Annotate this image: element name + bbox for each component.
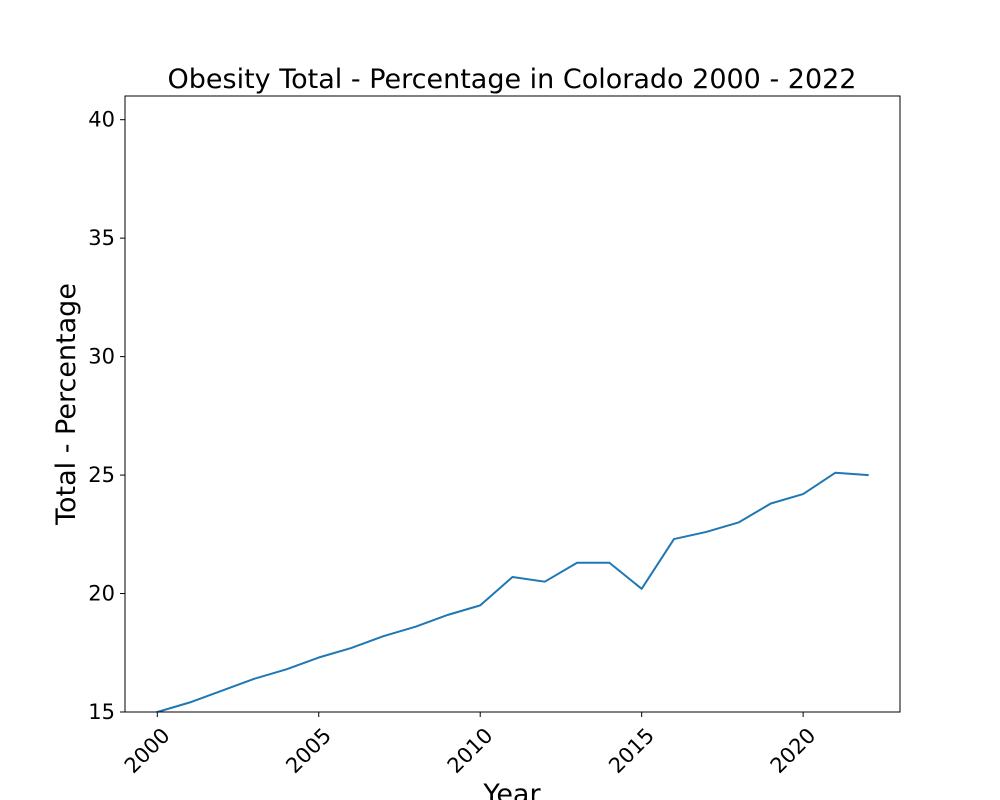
chart-title: Obesity Total - Percentage in Colorado 2… — [168, 64, 857, 95]
y-axis-ticks: 15 20 25 30 35 40 — [88, 108, 125, 724]
x-axis-label: Year — [482, 779, 541, 800]
x-tick-label: 2020 — [766, 723, 821, 778]
y-tick-label: 40 — [88, 108, 115, 132]
series-line-total-percentage — [156, 471, 869, 714]
y-tick-label: 35 — [88, 226, 115, 250]
plot-frame — [124, 95, 901, 713]
y-tick-label: 30 — [88, 345, 115, 369]
y-axis-label: Total - Percentage — [51, 283, 82, 526]
y-tick-label: 20 — [88, 582, 115, 606]
x-tick-label: 2010 — [443, 723, 498, 778]
x-axis-ticks: 2000 2005 2010 2015 2020 — [120, 712, 821, 778]
x-tick-label: 2005 — [281, 723, 336, 778]
y-tick-label: 25 — [88, 463, 115, 487]
y-tick-label: 15 — [88, 700, 115, 724]
plot-area — [125, 96, 900, 712]
x-tick-label: 2000 — [120, 723, 175, 778]
x-tick-label: 2015 — [604, 723, 659, 778]
